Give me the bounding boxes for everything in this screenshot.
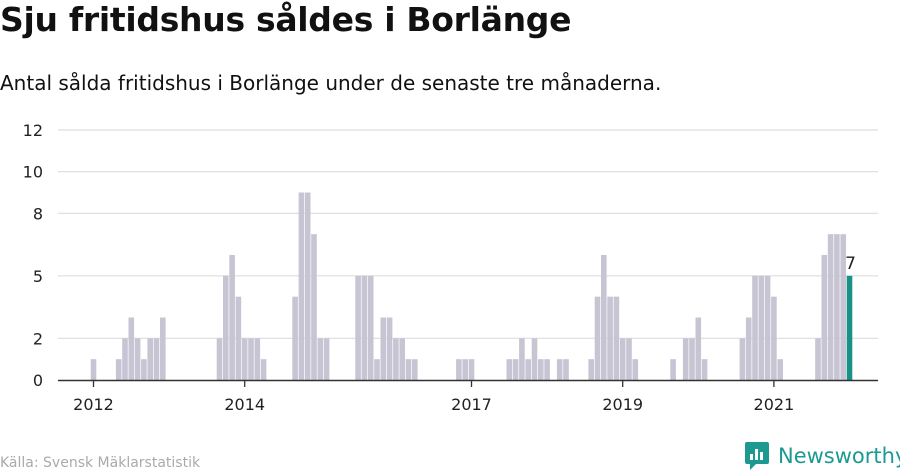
- bar: [147, 338, 153, 380]
- bars: [90, 192, 853, 380]
- bar: [153, 338, 160, 380]
- bar: [254, 338, 261, 380]
- bar: [317, 338, 324, 380]
- bar: [815, 338, 821, 380]
- bar: [374, 359, 380, 380]
- bar: [235, 296, 242, 380]
- chart-title: Sju fritidshus såldes i Borlänge: [0, 0, 572, 39]
- y-tick-label: 12: [23, 121, 43, 140]
- bar: [613, 296, 620, 380]
- bar: [840, 234, 846, 380]
- bar: [412, 359, 418, 380]
- x-tick-label: 2019: [602, 395, 643, 414]
- bar: [695, 317, 702, 380]
- x-tick-label: 2021: [754, 395, 795, 414]
- bar: [607, 296, 613, 380]
- bar: [556, 359, 563, 380]
- bar: [355, 275, 361, 380]
- chart-subtitle: Antal sålda fritidshus i Borlänge under …: [0, 71, 662, 95]
- bar: [248, 338, 254, 380]
- newsworthy-logo-icon: [745, 442, 769, 470]
- bar: [304, 192, 311, 380]
- bar: [380, 317, 387, 380]
- bar: [141, 359, 147, 380]
- value-labels: 7: [845, 254, 856, 274]
- bar: [632, 359, 639, 380]
- y-tick-label: 2: [33, 329, 43, 348]
- bar: [298, 192, 305, 380]
- bar: [323, 338, 330, 380]
- bar: [594, 296, 601, 380]
- bar: [405, 359, 412, 380]
- bar: [115, 359, 122, 380]
- bar: [758, 275, 765, 380]
- bar: [468, 359, 475, 380]
- x-tick-label: 2012: [73, 395, 114, 414]
- bar: [456, 359, 462, 380]
- bar: [361, 275, 368, 380]
- bar: [512, 359, 519, 380]
- bar: [506, 359, 513, 380]
- bar: [519, 338, 525, 380]
- bar: [386, 317, 393, 380]
- bar: [367, 275, 374, 380]
- brand-logo[interactable]: Newsworthy: [744, 441, 900, 471]
- bar: [311, 234, 317, 380]
- bar: [399, 338, 405, 380]
- bar: [122, 338, 128, 380]
- y-tick-label: 8: [33, 204, 43, 223]
- x-tick-label: 2017: [451, 395, 492, 414]
- bar: [462, 359, 468, 380]
- value-label: 7: [845, 254, 856, 274]
- bar: [134, 338, 141, 380]
- y-tick-label: 0: [33, 371, 43, 390]
- bar: [216, 338, 223, 380]
- bar: [626, 338, 632, 380]
- y-tick-label: 10: [23, 163, 43, 182]
- bar: [563, 359, 569, 380]
- bar: [834, 234, 840, 380]
- bar: [764, 275, 771, 380]
- grid-lines: [58, 129, 878, 339]
- bar: [544, 359, 550, 380]
- bar: [393, 338, 399, 380]
- bar: [739, 338, 746, 380]
- y-tick-label: 5: [33, 267, 43, 286]
- bar: [525, 359, 531, 380]
- bar: [827, 234, 834, 380]
- bar: [260, 359, 267, 380]
- bar: [777, 359, 783, 380]
- y-axis-ticks: 0 2 5 8 10 12: [23, 121, 43, 390]
- source-note: Källa: Svensk Mäklarstatistik: [0, 455, 201, 471]
- bar: [821, 255, 828, 380]
- x-axis-ticks: 2012 2014 2017 2019 2021: [73, 380, 794, 414]
- bar: [588, 359, 594, 380]
- bar: [701, 359, 708, 380]
- bar: [745, 317, 752, 380]
- bar: [128, 317, 135, 380]
- bar: [90, 359, 97, 380]
- bar: [241, 338, 248, 380]
- bar: [689, 338, 695, 380]
- bar: [223, 275, 229, 380]
- bar: [752, 275, 758, 380]
- bar: [670, 359, 676, 380]
- bar: [531, 338, 538, 380]
- bar: [771, 296, 777, 380]
- bar: [601, 255, 607, 380]
- bar: [682, 338, 689, 380]
- bar: [292, 296, 298, 380]
- bar: [229, 255, 235, 380]
- x-tick-label: 2014: [224, 395, 265, 414]
- bar: [846, 275, 853, 380]
- bar: [160, 317, 166, 380]
- brand-name: Newsworthy: [778, 444, 900, 468]
- bar: [619, 338, 626, 380]
- bar: [538, 359, 544, 380]
